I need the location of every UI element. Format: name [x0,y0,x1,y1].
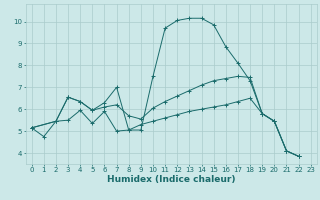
X-axis label: Humidex (Indice chaleur): Humidex (Indice chaleur) [107,175,236,184]
